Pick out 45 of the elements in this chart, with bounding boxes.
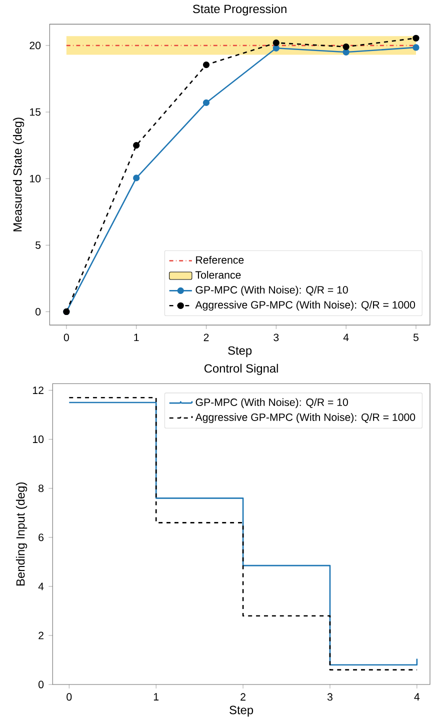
y-tick-label: 15 — [30, 108, 41, 116]
point — [133, 142, 140, 149]
point — [342, 48, 350, 56]
x-tick-label: 4 — [343, 334, 349, 341]
y-tick-label: 0 — [38, 680, 44, 688]
x-tick-label: 1 — [134, 334, 139, 341]
x-tick-label: 1 — [154, 693, 159, 700]
x-tick-label: 0 — [64, 334, 69, 342]
point — [412, 44, 420, 51]
x-tick-label: 5 — [413, 334, 418, 342]
legend-label: Aggressive GP-MPC (With Noise): Q/R = 1000 — [195, 413, 416, 424]
x-tick-label: 2 — [240, 693, 246, 701]
y-tick-label: 4 — [38, 582, 44, 590]
x-tick-label: 0 — [66, 693, 72, 701]
legend-label: Reference — [196, 256, 244, 264]
point — [202, 61, 210, 68]
chart-title: State Progression — [193, 4, 286, 16]
point — [412, 34, 420, 42]
x-tick-label: 4 — [414, 693, 420, 700]
x-axis-title: Step — [230, 706, 254, 717]
chart-title: Control Signal — [204, 364, 278, 375]
point — [342, 43, 350, 50]
y-tick-label: 12 — [33, 386, 44, 394]
y-tick-label: 5 — [36, 241, 41, 249]
y-tick-label: 10 — [30, 174, 41, 182]
legend-label: GP-MPC (With Noise): Q/R = 10 — [196, 286, 348, 296]
point — [202, 99, 210, 106]
x-tick-label: 2 — [204, 334, 209, 342]
point — [133, 174, 140, 182]
y-tick-label: 8 — [38, 484, 44, 492]
point — [272, 39, 280, 46]
y-axis-title: Measured State (deg) — [13, 118, 24, 232]
y-tick-label: 10 — [33, 436, 44, 444]
y-axis-title: Bending Input (deg) — [16, 482, 28, 586]
y-tick-label: 2 — [38, 632, 44, 640]
legend-label: Tolerance — [195, 270, 241, 279]
point — [272, 44, 280, 52]
y-tick-label: 6 — [38, 534, 44, 542]
legend-label: Aggressive GP-MPC (With Noise): Q/R = 1000 — [195, 300, 416, 311]
x-tick-label: 3 — [274, 334, 279, 342]
y-tick-label: 20 — [30, 42, 41, 50]
y-tick-label: 0 — [36, 308, 41, 316]
x-axis-title: Step — [228, 346, 252, 358]
x-tick-label: 3 — [327, 693, 332, 701]
legend-label: GP-MPC (With Noise): Q/R = 10 — [196, 398, 348, 408]
